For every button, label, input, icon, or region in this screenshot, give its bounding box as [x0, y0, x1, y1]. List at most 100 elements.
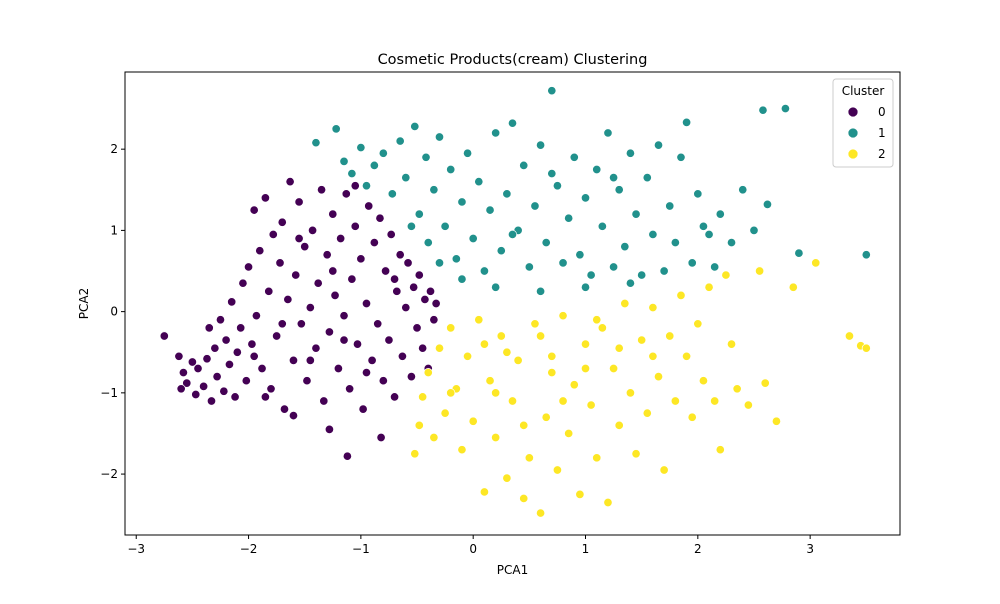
scatter-point-cluster-2-9 — [457, 445, 467, 455]
scatter-point-cluster-0-49 — [319, 396, 329, 406]
scatter-point-cluster-1-73 — [861, 250, 871, 260]
scatter-point-cluster-1-81 — [507, 229, 518, 240]
scatter-point-cluster-1-40 — [575, 250, 585, 260]
scatter-point-cluster-2-32 — [586, 400, 596, 410]
scatter-point-cluster-1-72 — [794, 248, 804, 258]
scatter-point-cluster-1-31 — [524, 262, 534, 272]
scatter-point-cluster-2-71 — [479, 339, 489, 349]
scatter-point-cluster-2-75 — [519, 420, 529, 430]
scatter-point-cluster-0-30 — [266, 384, 276, 394]
scatter-point-cluster-2-59 — [743, 400, 753, 410]
scatter-point-cluster-0-72 — [384, 335, 394, 345]
legend-label-2: 2 — [878, 147, 886, 161]
scatter-point-cluster-0-39 — [291, 270, 301, 280]
scatter-point-cluster-1-13 — [421, 152, 431, 162]
scatter-point-cluster-1-71 — [780, 104, 790, 114]
scatter-point-cluster-1-24 — [485, 205, 495, 215]
scatter-point-cluster-0-31 — [268, 229, 278, 240]
scatter-point-cluster-0-26 — [255, 246, 265, 256]
scatter-point-cluster-0-65 — [364, 201, 374, 211]
scatter-point-cluster-0-13 — [219, 386, 229, 396]
scatter-point-cluster-2-12 — [474, 315, 484, 325]
scatter-point-cluster-1-41 — [580, 193, 591, 203]
scatter-point-cluster-2-46 — [665, 331, 675, 341]
x-tick-label-0: −3 — [127, 542, 145, 556]
scatter-point-cluster-1-54 — [653, 140, 664, 150]
y-tick-label-0: −2 — [100, 467, 118, 481]
scatter-point-cluster-1-12 — [414, 209, 424, 219]
scatter-point-cluster-1-49 — [625, 148, 635, 158]
scatter-point-cluster-2-26 — [552, 465, 562, 475]
scatter-point-cluster-1-68 — [749, 225, 759, 235]
scatter-point-cluster-1-66 — [726, 238, 737, 248]
scatter-point-cluster-0-91 — [342, 451, 352, 461]
scatter-point-cluster-0-77 — [397, 351, 407, 361]
scatter-point-cluster-2-15 — [491, 432, 501, 443]
scatter-point-cluster-0-17 — [230, 392, 240, 402]
scatter-point-cluster-1-46 — [609, 262, 619, 272]
scatter-point-cluster-1-20 — [463, 148, 473, 158]
scatter-point-cluster-1-69 — [758, 105, 768, 115]
y-axis: −2 −1 0 1 2 — [100, 142, 125, 481]
scatter-point-cluster-0-43 — [302, 376, 312, 386]
scatter-point-cluster-0-102 — [294, 233, 304, 244]
scatter-point-cluster-1-21 — [468, 233, 478, 244]
scatter-point-cluster-2-39 — [625, 388, 635, 398]
scatter-point-cluster-0-5 — [191, 389, 201, 400]
scatter-point-cluster-1-0 — [311, 138, 321, 148]
scatter-point-cluster-0-96 — [249, 351, 259, 361]
scatter-point-cluster-2-48 — [676, 290, 686, 300]
scatter-point-cluster-0-19 — [236, 323, 246, 333]
legend-marker-1 — [847, 127, 859, 139]
scatter-point-cluster-0-56 — [339, 311, 349, 321]
scatter-point-cluster-1-57 — [670, 238, 680, 248]
scatter-point-cluster-2-45 — [659, 465, 669, 475]
scatter-point-cluster-0-99 — [339, 335, 349, 345]
scatter-point-cluster-2-52 — [698, 376, 708, 386]
scatter-point-cluster-2-40 — [631, 449, 641, 459]
scatter-point-cluster-1-75 — [434, 258, 445, 268]
scatter-point-cluster-2-7 — [446, 323, 456, 333]
scatter-point-cluster-0-40 — [294, 197, 304, 207]
scatter-point-cluster-0-104 — [260, 392, 270, 402]
scatter-point-cluster-2-31 — [580, 339, 591, 349]
scatter-point-cluster-1-84 — [406, 221, 416, 231]
scatter-point-cluster-1-17 — [446, 164, 456, 175]
scatter-point-cluster-0-70 — [378, 376, 388, 386]
scatter-point-cluster-0-50 — [322, 250, 332, 260]
x-tick-label-5: 2 — [694, 542, 702, 556]
scatter-point-cluster-0-10 — [210, 343, 220, 353]
scatter-point-cluster-0-95 — [204, 323, 214, 333]
scatter-point-cluster-0-14 — [221, 335, 231, 345]
scatter-point-cluster-2-28 — [564, 428, 574, 439]
scatter-point-cluster-2-6 — [440, 408, 450, 418]
scatter-point-cluster-2-23 — [536, 508, 546, 518]
scatter-point-cluster-2-10 — [463, 351, 473, 361]
scatter-point-cluster-2-61 — [760, 378, 770, 388]
scatter-point-cluster-1-28 — [507, 118, 518, 128]
scatter-point-cluster-1-34 — [541, 238, 551, 248]
scatter-point-cluster-1-38 — [564, 213, 574, 223]
scatter-point-cluster-1-32 — [530, 201, 540, 211]
scatter-point-cluster-0-87 — [425, 286, 436, 296]
plot-area — [125, 72, 900, 535]
scatter-point-cluster-1-6 — [369, 160, 379, 170]
scatter-point-cluster-1-64 — [710, 262, 720, 272]
scatter-point-cluster-0-97 — [277, 319, 287, 329]
scatter-point-cluster-0-47 — [313, 278, 323, 288]
x-tick-label-2: −1 — [352, 542, 370, 556]
scatter-point-cluster-0-35 — [279, 404, 290, 414]
scatter-point-cluster-2-77 — [491, 388, 501, 398]
scatter-point-cluster-0-58 — [345, 384, 355, 394]
scatter-point-cluster-1-1 — [331, 124, 341, 134]
scatter-point-cluster-0-67 — [369, 238, 379, 248]
scatter-point-cluster-2-60 — [755, 266, 765, 276]
scatter-point-cluster-2-38 — [620, 298, 630, 309]
scatter-point-cluster-0-92 — [288, 411, 299, 421]
y-tick-label-1: −1 — [100, 386, 118, 400]
scatter-point-cluster-1-19 — [457, 197, 467, 207]
scatter-point-cluster-1-56 — [665, 201, 675, 211]
x-axis: −3 −2 −1 0 1 2 3 — [127, 535, 814, 556]
plot-frame — [124, 71, 901, 536]
scatter-point-cluster-2-5 — [434, 343, 445, 353]
